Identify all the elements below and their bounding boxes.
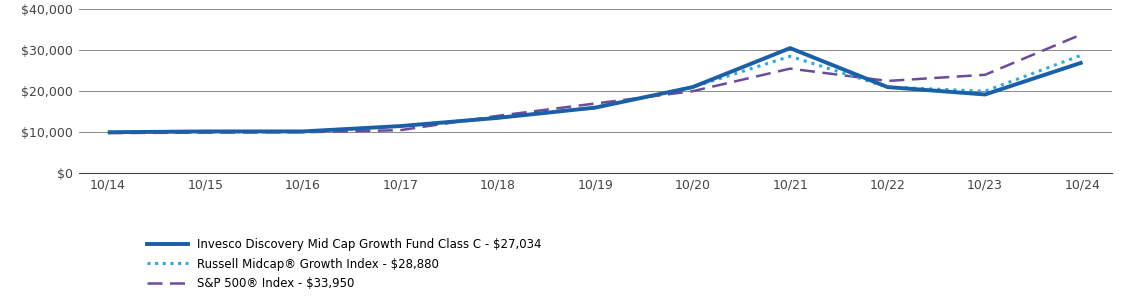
S&P 500® Index - $33,950 [1076,32,1089,36]
Invesco Discovery Mid Cap Growth Fund Class C - $27,034 [588,106,602,109]
Invesco Discovery Mid Cap Growth Fund Class C - $27,034 [296,130,310,133]
Line: S&P 500® Index - $33,950: S&P 500® Index - $33,950 [108,34,1083,133]
Legend: Invesco Discovery Mid Cap Growth Fund Class C - $27,034, Russell Midcap® Growth : Invesco Discovery Mid Cap Growth Fund Cl… [146,238,541,290]
Russell Midcap® Growth Index - $28,880 [686,85,700,89]
Invesco Discovery Mid Cap Growth Fund Class C - $27,034 [199,130,212,133]
Russell Midcap® Growth Index - $28,880 [880,85,894,89]
S&P 500® Index - $33,950 [101,131,115,135]
Invesco Discovery Mid Cap Growth Fund Class C - $27,034 [784,46,797,50]
S&P 500® Index - $33,950 [199,131,212,134]
S&P 500® Index - $33,950 [686,89,700,93]
Russell Midcap® Growth Index - $28,880 [199,130,212,134]
S&P 500® Index - $33,950 [880,79,894,83]
S&P 500® Index - $33,950 [393,128,407,132]
Russell Midcap® Growth Index - $28,880 [1076,53,1089,57]
S&P 500® Index - $33,950 [588,102,602,105]
Russell Midcap® Growth Index - $28,880 [588,106,602,109]
Invesco Discovery Mid Cap Growth Fund Class C - $27,034 [686,85,700,89]
Russell Midcap® Growth Index - $28,880 [296,130,310,134]
S&P 500® Index - $33,950 [491,114,504,118]
Russell Midcap® Growth Index - $28,880 [393,124,407,128]
S&P 500® Index - $33,950 [296,130,310,134]
Invesco Discovery Mid Cap Growth Fund Class C - $27,034 [978,93,992,96]
Russell Midcap® Growth Index - $28,880 [491,116,504,120]
Line: Russell Midcap® Growth Index - $28,880: Russell Midcap® Growth Index - $28,880 [108,55,1083,132]
Russell Midcap® Growth Index - $28,880 [978,89,992,93]
Invesco Discovery Mid Cap Growth Fund Class C - $27,034 [1076,60,1089,64]
Russell Midcap® Growth Index - $28,880 [101,130,115,134]
S&P 500® Index - $33,950 [978,73,992,77]
S&P 500® Index - $33,950 [784,67,797,71]
Line: Invesco Discovery Mid Cap Growth Fund Class C - $27,034: Invesco Discovery Mid Cap Growth Fund Cl… [108,48,1083,132]
Russell Midcap® Growth Index - $28,880 [784,54,797,58]
Invesco Discovery Mid Cap Growth Fund Class C - $27,034 [393,124,407,128]
Invesco Discovery Mid Cap Growth Fund Class C - $27,034 [880,85,894,89]
Invesco Discovery Mid Cap Growth Fund Class C - $27,034 [491,116,504,120]
Invesco Discovery Mid Cap Growth Fund Class C - $27,034 [101,130,115,134]
